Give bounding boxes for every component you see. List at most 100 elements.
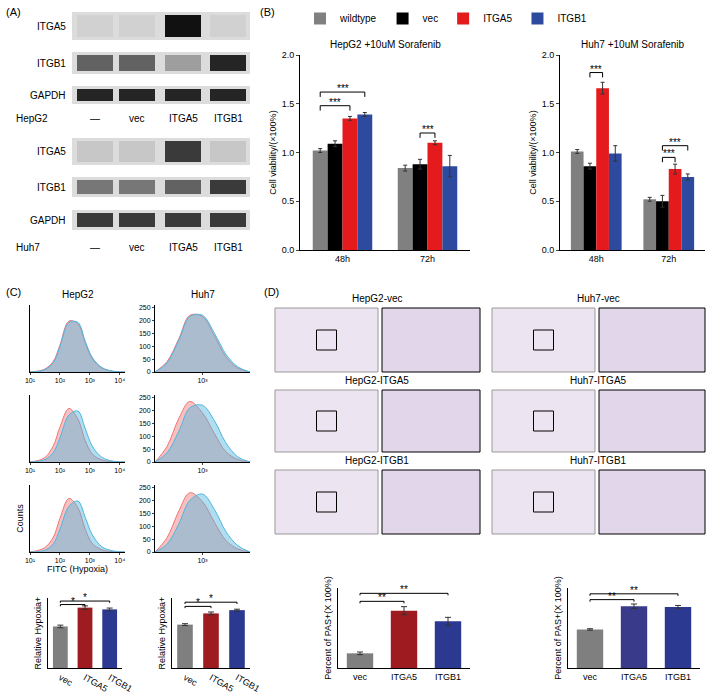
svg-text:250: 250 [139,394,151,401]
svg-text:0: 0 [147,458,151,465]
svg-text:1.5: 1.5 [542,99,555,109]
svg-text:1.0: 1.0 [542,148,555,158]
svg-text:**: ** [378,592,386,603]
svg-text:wildtype: wildtype [339,13,377,24]
svg-text:Counts: Counts [15,504,25,533]
svg-text:100: 100 [139,433,151,440]
svg-text:10¹: 10¹ [25,467,36,474]
svg-text:Relative Hypoxia+: Relative Hypoxia+ [33,597,43,670]
svg-text:48h: 48h [589,254,604,264]
svg-text:ITGA5: ITGA5 [37,146,66,157]
svg-text:GAPDH: GAPDH [30,90,66,101]
svg-text:Cell viability/(×100%): Cell viability/(×100%) [268,110,278,194]
svg-text:vec: vec [129,242,145,253]
svg-text:ITGB1: ITGB1 [106,672,134,694]
svg-text:10²: 10² [55,467,66,474]
svg-text:10⁴: 10⁴ [114,377,125,384]
svg-text:ITGA5: ITGA5 [169,113,198,124]
svg-text:ITGA5: ITGA5 [169,242,198,253]
svg-text:(A): (A) [6,6,21,18]
svg-text:Huh7-vec: Huh7-vec [577,293,620,304]
svg-text:150: 150 [139,420,151,427]
svg-text:72h: 72h [661,254,676,264]
svg-text:0.0: 0.0 [282,245,295,255]
svg-text:***: *** [663,148,675,159]
svg-text:10²: 10² [55,557,66,564]
svg-text:HepG2: HepG2 [16,113,48,124]
svg-text:***: *** [337,83,349,94]
svg-text:0.5: 0.5 [542,196,555,206]
svg-text:ITGB1: ITGB1 [37,182,66,193]
svg-text:vec: vec [583,672,598,682]
svg-text:10³: 10³ [197,467,208,474]
svg-text:72h: 72h [420,254,435,264]
svg-text:FITC (Hypoxia): FITC (Hypoxia) [47,564,108,574]
svg-text:Huh7: Huh7 [191,289,215,300]
svg-text:10¹: 10¹ [25,557,36,564]
svg-text:—: — [90,242,100,253]
svg-text:Huh7-ITGB1: Huh7-ITGB1 [570,455,627,466]
svg-text:50: 50 [143,536,151,543]
svg-text:250: 250 [139,484,151,491]
svg-text:GAPDH: GAPDH [30,215,66,226]
svg-text:HepG2-ITGA5: HepG2-ITGA5 [345,375,409,386]
svg-text:Percent of PAS+(X 100%): Percent of PAS+(X 100%) [323,576,333,680]
svg-text:10¹: 10¹ [25,377,36,384]
svg-text:ITGA5: ITGA5 [37,21,66,32]
svg-text:vec: vec [353,672,368,682]
svg-text:(C): (C) [6,286,21,298]
svg-text:10³: 10³ [85,467,96,474]
svg-text:***: *** [669,137,681,148]
svg-text:ITGB1: ITGB1 [665,672,691,682]
svg-text:ITGB1: ITGB1 [234,672,262,694]
svg-text:2.0: 2.0 [542,50,555,60]
svg-text:0.5: 0.5 [282,196,295,206]
svg-text:48h: 48h [335,254,350,264]
svg-text:(D): (D) [264,286,279,298]
svg-text:10³: 10³ [197,377,208,384]
svg-text:10³: 10³ [85,557,96,564]
svg-text:**: ** [630,585,638,596]
svg-text:ITGB1: ITGB1 [37,58,66,69]
svg-text:150: 150 [139,510,151,517]
svg-text:10⁴: 10⁴ [114,467,125,474]
svg-text:10³: 10³ [197,557,208,564]
svg-text:200: 200 [139,407,151,414]
svg-text:***: *** [422,124,434,135]
svg-text:HepG2 +10uM Sorafenib: HepG2 +10uM Sorafenib [330,39,441,50]
svg-text:200: 200 [139,497,151,504]
svg-text:0: 0 [147,368,151,375]
svg-text:150: 150 [139,330,151,337]
svg-text:ITGA5: ITGA5 [208,672,236,694]
svg-text:ITGA5: ITGA5 [391,672,417,682]
svg-text:HepG2: HepG2 [62,289,94,300]
svg-text:0: 0 [147,548,151,555]
svg-text:ITGA5: ITGA5 [82,672,110,694]
svg-text:vec: vec [129,113,145,124]
svg-text:ITGB1: ITGB1 [214,113,243,124]
svg-text:10⁴: 10⁴ [114,557,125,564]
svg-text:ITGA5: ITGA5 [483,13,512,24]
svg-text:Cell viability/(×100%): Cell viability/(×100%) [528,110,538,194]
svg-text:Relative Hypoxia+: Relative Hypoxia+ [157,597,167,670]
svg-text:0.0: 0.0 [542,245,555,255]
svg-text:(B): (B) [260,6,275,18]
svg-text:1.0: 1.0 [282,148,295,158]
svg-text:Huh7-ITGA5: Huh7-ITGA5 [570,375,627,386]
svg-text:ITGA5: ITGA5 [621,672,647,682]
svg-text:—: — [90,113,100,124]
svg-text:**: ** [400,584,408,595]
svg-text:Huh7: Huh7 [16,242,40,253]
svg-text:***: *** [329,97,341,108]
svg-text:*: * [196,597,200,608]
svg-text:10³: 10³ [85,377,96,384]
svg-text:100: 100 [139,343,151,350]
svg-text:*: * [71,596,75,607]
svg-text:*: * [83,592,87,603]
svg-text:*: * [209,593,213,604]
svg-text:ITGB1: ITGB1 [557,13,586,24]
svg-text:vec: vec [423,13,439,24]
svg-text:vec: vec [57,672,75,688]
svg-text:vec: vec [182,672,200,688]
svg-text:50: 50 [143,356,151,363]
